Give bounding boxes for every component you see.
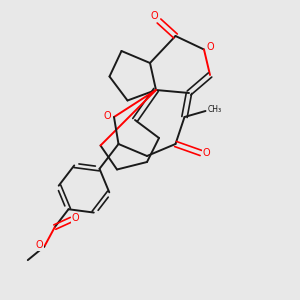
Text: O: O — [36, 240, 44, 250]
Text: O: O — [202, 148, 210, 158]
Text: O: O — [151, 11, 158, 22]
Text: O: O — [72, 213, 80, 223]
Text: O: O — [206, 41, 214, 52]
Text: O: O — [103, 110, 111, 121]
Text: CH₃: CH₃ — [208, 105, 222, 114]
